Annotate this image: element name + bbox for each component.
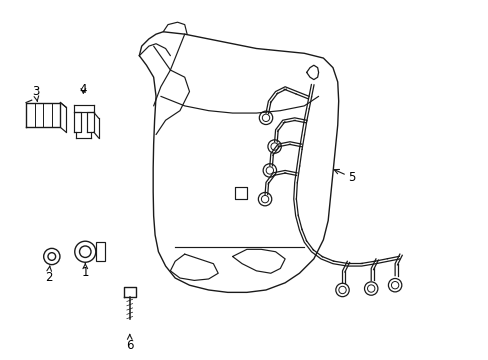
Text: 5: 5 bbox=[334, 170, 355, 184]
Text: 1: 1 bbox=[81, 263, 89, 279]
Text: 2: 2 bbox=[44, 266, 52, 284]
Text: 4: 4 bbox=[80, 83, 87, 96]
Text: 6: 6 bbox=[126, 334, 133, 352]
Text: 3: 3 bbox=[32, 85, 39, 101]
